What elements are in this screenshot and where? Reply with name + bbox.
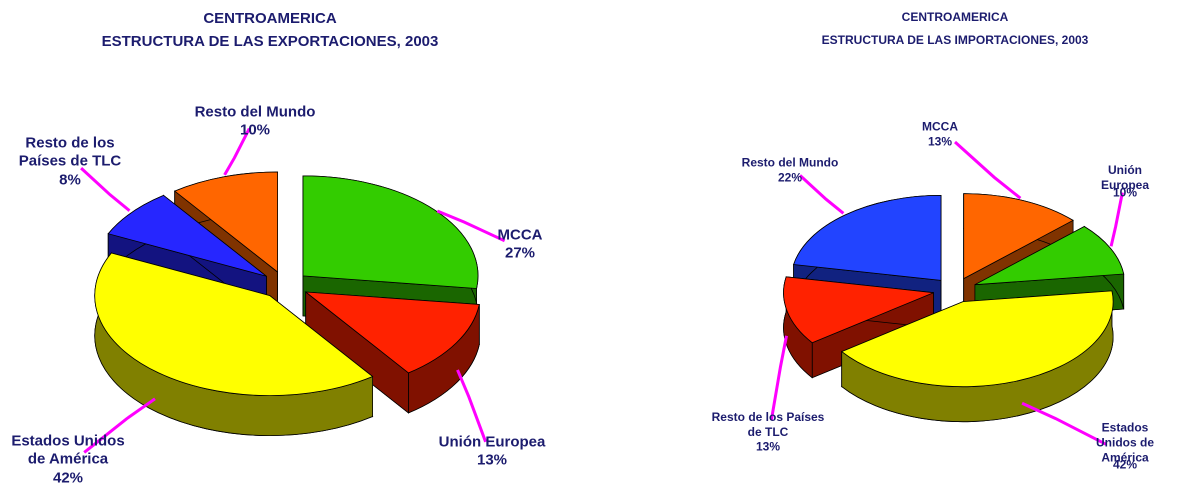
slice xyxy=(783,276,934,344)
slice xyxy=(302,175,479,289)
slice-label: Resto del Mundo xyxy=(741,155,839,169)
slice xyxy=(963,193,1074,280)
slice xyxy=(974,226,1125,286)
slice-value-label: 13% xyxy=(755,439,781,454)
leader-line xyxy=(80,166,131,212)
slice xyxy=(94,252,374,397)
slice-value-label: 22% xyxy=(777,170,803,184)
slice-label: Estados Unidos de América xyxy=(11,431,125,468)
chart-title: CENTROAMERICA xyxy=(901,10,1009,24)
chart-subtitle: ESTRUCTURA DE LAS EXPORTACIONES, 2003 xyxy=(101,33,439,50)
slice-label: Unión Europea xyxy=(438,433,546,451)
slice xyxy=(304,291,480,374)
slice-label: Unión Europea xyxy=(1100,162,1149,192)
slice-value-label: 13% xyxy=(927,134,953,148)
slice-value-label: 13% xyxy=(476,452,508,469)
slice-value-label: 10% xyxy=(1112,185,1138,199)
chart-subtitle: ESTRUCTURA DE LAS IMPORTACIONES, 2003 xyxy=(821,33,1089,47)
slice-value-label: 10% xyxy=(239,122,271,139)
leader-line xyxy=(223,127,251,176)
slice-value-label: 27% xyxy=(504,245,536,262)
slice-label: Resto de los Países de TLC xyxy=(711,409,825,439)
leader-line xyxy=(953,140,1022,200)
slice-label: MCCA xyxy=(922,119,958,133)
slice xyxy=(173,171,278,273)
slice-value-label: 42% xyxy=(1112,457,1138,472)
slice-value-label: 42% xyxy=(52,469,84,487)
slice-value-label: 8% xyxy=(59,171,81,189)
slice-label: MCCA xyxy=(497,226,543,244)
chart-title: CENTROAMERICA xyxy=(203,10,337,27)
slice xyxy=(840,290,1114,388)
leader-line xyxy=(83,397,156,454)
leader-line xyxy=(798,174,845,215)
leader-line xyxy=(1109,192,1124,247)
slice-label: Resto de los Países de TLC xyxy=(18,133,122,170)
slice xyxy=(793,194,942,281)
leader-line xyxy=(1021,401,1107,446)
leader-line xyxy=(456,369,488,443)
slice-label: Resto del Mundo xyxy=(194,103,316,121)
leader-line xyxy=(769,335,788,421)
slice xyxy=(107,194,267,277)
leader-line xyxy=(436,209,506,243)
slice-label: Estados Unidos de América xyxy=(1095,420,1154,464)
